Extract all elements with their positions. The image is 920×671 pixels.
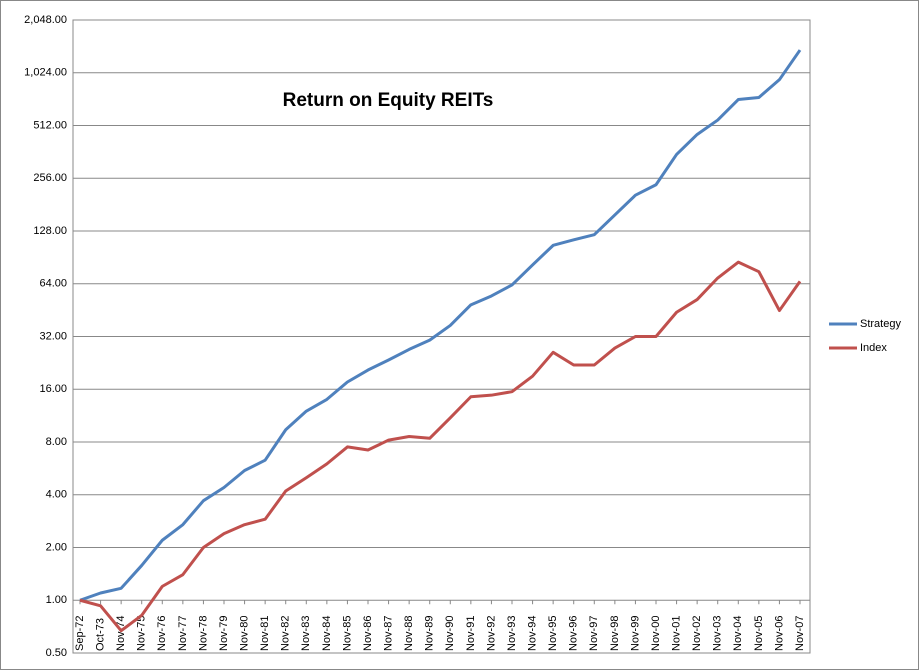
y-tick-label: 16.00 <box>39 383 67 395</box>
x-tick-label: Nov-81 <box>259 616 271 651</box>
x-tick-label: Nov-89 <box>424 616 436 651</box>
x-tick-label: Nov-75 <box>136 616 148 651</box>
plot-frame <box>72 19 811 654</box>
x-tick-label: Nov-94 <box>526 616 538 651</box>
x-tick-label: Nov-03 <box>712 616 724 651</box>
y-tick-label: 128.00 <box>33 225 67 237</box>
x-tick-label: Nov-82 <box>280 616 292 651</box>
x-tick-label: Nov-05 <box>753 616 765 651</box>
x-tick-label: Nov-86 <box>362 616 374 651</box>
x-tick-label: Nov-87 <box>382 616 394 651</box>
x-tick-label: Oct-73 <box>94 618 106 651</box>
x-tick-label: Nov-91 <box>465 616 477 651</box>
x-tick-label: Nov-78 <box>197 616 209 651</box>
x-tick-label: Nov-85 <box>341 616 353 651</box>
x-tick-label: Nov-77 <box>177 616 189 651</box>
chart-title: Return on Equity REITs <box>283 90 494 111</box>
legend-label: Strategy <box>860 318 901 330</box>
series-line <box>79 49 802 602</box>
x-tick-label: Nov-04 <box>732 616 744 651</box>
legend-label: Index <box>860 342 887 354</box>
x-tick-label: Nov-02 <box>691 616 703 651</box>
x-tick-label: Nov-01 <box>670 616 682 651</box>
x-tick-label: Nov-84 <box>321 616 333 651</box>
y-tick-label: 256.00 <box>33 172 67 184</box>
y-tick-label: 0.50 <box>46 647 67 659</box>
y-tick-label: 2,048.00 <box>24 14 67 26</box>
x-tick-label: Nov-92 <box>485 616 497 651</box>
x-tick-label: Nov-95 <box>547 616 559 651</box>
y-tick-label: 8.00 <box>46 436 67 448</box>
x-tick-label: Nov-76 <box>156 616 168 651</box>
y-tick-label: 512.00 <box>33 119 67 131</box>
x-tick-label: Nov-07 <box>794 616 806 651</box>
x-tick-label: Nov-90 <box>444 616 456 651</box>
x-tick-label: Nov-74 <box>115 616 127 651</box>
y-tick-label: 1,024.00 <box>24 67 67 79</box>
y-tick-label: 4.00 <box>46 489 67 501</box>
x-tick-label: Nov-98 <box>609 616 621 651</box>
x-tick-label: Sep-72 <box>74 616 86 651</box>
x-tick-label: Nov-79 <box>218 616 230 651</box>
x-tick-label: Nov-00 <box>650 616 662 651</box>
y-tick-label: 1.00 <box>46 594 67 606</box>
x-tick-label: Nov-96 <box>568 616 580 651</box>
x-tick-label: Nov-06 <box>773 616 785 651</box>
x-tick-label: Nov-99 <box>629 616 641 651</box>
x-tick-label: Nov-83 <box>300 616 312 651</box>
x-tick-label: Nov-88 <box>403 616 415 651</box>
x-tick-label: Nov-93 <box>506 616 518 651</box>
y-tick-label: 2.00 <box>46 541 67 553</box>
y-tick-label: 64.00 <box>39 278 67 290</box>
x-tick-label: Nov-97 <box>588 616 600 651</box>
y-tick-label: 32.00 <box>39 330 67 342</box>
series-line <box>79 260 802 633</box>
x-tick-label: Nov-80 <box>238 616 250 651</box>
